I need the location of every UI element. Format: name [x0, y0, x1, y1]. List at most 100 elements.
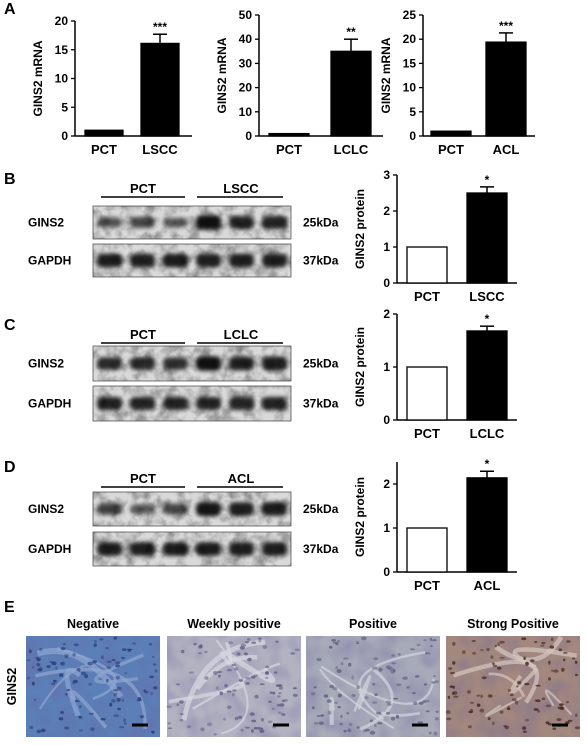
blot-band [96, 253, 123, 268]
cell-nucleus [72, 652, 76, 657]
blot-band [195, 396, 222, 411]
cell-nucleus [556, 718, 562, 722]
bar [406, 366, 448, 421]
cell-nucleus [51, 661, 57, 666]
cell-nucleus [351, 675, 354, 680]
cell-nucleus [316, 657, 322, 662]
cell-nucleus [373, 657, 379, 661]
cell-nucleus [491, 721, 495, 726]
cell-nucleus [151, 730, 155, 734]
cell-nucleus [111, 699, 116, 703]
cell-nucleus [371, 666, 378, 670]
cell-nucleus [522, 726, 526, 730]
western-blot-lclc: PCT LCLC GINS2 25kDa GAPDH 37kDa [28, 327, 339, 422]
blot-band [162, 357, 189, 370]
cell-nucleus [467, 725, 472, 729]
cell-nucleus [525, 661, 529, 666]
cell-nucleus [151, 655, 155, 659]
cell-nucleus [506, 707, 511, 711]
blot-row-label: GAPDH [28, 254, 71, 268]
category-label: PCT [414, 578, 440, 593]
tissue-stroma [64, 667, 82, 717]
cell-nucleus [413, 701, 418, 705]
blot-background-noise [93, 532, 291, 566]
cell-nucleus [206, 722, 213, 727]
cell-nucleus [93, 643, 97, 647]
cell-nucleus [422, 700, 428, 703]
cell-nucleus [387, 703, 392, 706]
y-tick-label: 2 [383, 477, 390, 491]
cell-nucleus [529, 659, 535, 663]
cell-nucleus [565, 721, 570, 725]
cell-nucleus [51, 682, 56, 685]
blot-background-noise [93, 206, 291, 239]
bar-chart-lclc-protein: 0 1 2 GINS2 protein PCT * LCLC [353, 307, 517, 441]
cell-nucleus [535, 684, 541, 687]
y-axis-label: GINS2 protein [353, 477, 367, 557]
cell-nucleus [548, 677, 551, 681]
cell-nucleus [72, 680, 76, 685]
cell-nucleus [213, 733, 217, 736]
cell-nucleus [275, 640, 279, 644]
cell-nucleus [123, 722, 127, 725]
cell-nucleus [267, 720, 273, 724]
cell-nucleus [186, 725, 191, 729]
molecular-weight-label: 37kDa [303, 542, 339, 556]
molecular-weight-label: 37kDa [303, 254, 339, 268]
cell-nucleus [343, 729, 347, 733]
blot-row-label: GINS2 [28, 216, 64, 230]
cell-nucleus [551, 669, 554, 672]
cell-nucleus [92, 660, 97, 664]
cell-nucleus [402, 676, 408, 680]
cell-nucleus [549, 645, 555, 649]
cell-nucleus [514, 700, 519, 705]
cell-nucleus [503, 725, 508, 728]
y-tick-label: 3 [383, 168, 390, 182]
category-label: LSCC [142, 142, 178, 157]
cell-nucleus [316, 715, 322, 717]
cell-nucleus [179, 700, 184, 704]
blot-band [129, 504, 156, 514]
cell-nucleus [348, 723, 353, 726]
cell-nucleus [490, 655, 494, 659]
molecular-weight-label: 25kDa [303, 357, 339, 371]
blot-band [195, 501, 222, 517]
bar [430, 130, 472, 137]
blot-band [261, 396, 288, 411]
blot-band [261, 356, 288, 371]
cell-nucleus [533, 708, 539, 711]
cell-nucleus [411, 692, 416, 694]
cell-nucleus [152, 663, 157, 666]
bar [330, 50, 372, 137]
cell-nucleus [39, 667, 43, 670]
tissue-stroma [94, 653, 145, 684]
blot-band [195, 356, 222, 371]
cell-nucleus [351, 694, 356, 697]
panel-letter-e: E [4, 599, 15, 616]
tissue-stroma [359, 668, 394, 731]
blot-background-noise [93, 244, 291, 277]
group-label-tumor: ACL [228, 471, 255, 486]
blot-band [228, 215, 255, 230]
cell-nucleus [175, 683, 180, 686]
group-label-tumor: LSCC [223, 181, 259, 196]
cell-nucleus [227, 705, 232, 709]
cell-nucleus [277, 711, 282, 714]
blot-band [261, 542, 288, 556]
cell-nucleus [268, 700, 272, 703]
cell-nucleus [115, 661, 121, 665]
cell-nucleus [240, 728, 244, 732]
cell-nucleus [246, 638, 251, 641]
cell-nucleus [431, 639, 437, 642]
cell-nucleus [388, 667, 394, 671]
cell-nucleus [33, 698, 37, 701]
cell-nucleus [468, 710, 473, 714]
y-tick-label: 20 [55, 14, 69, 28]
cell-nucleus [74, 700, 80, 702]
cell-nucleus [26, 676, 30, 680]
y-tick-label: 30 [239, 56, 253, 70]
blot-band [129, 217, 156, 228]
cell-nucleus [217, 671, 223, 673]
blot-band [162, 542, 189, 556]
cell-nucleus [179, 713, 184, 716]
